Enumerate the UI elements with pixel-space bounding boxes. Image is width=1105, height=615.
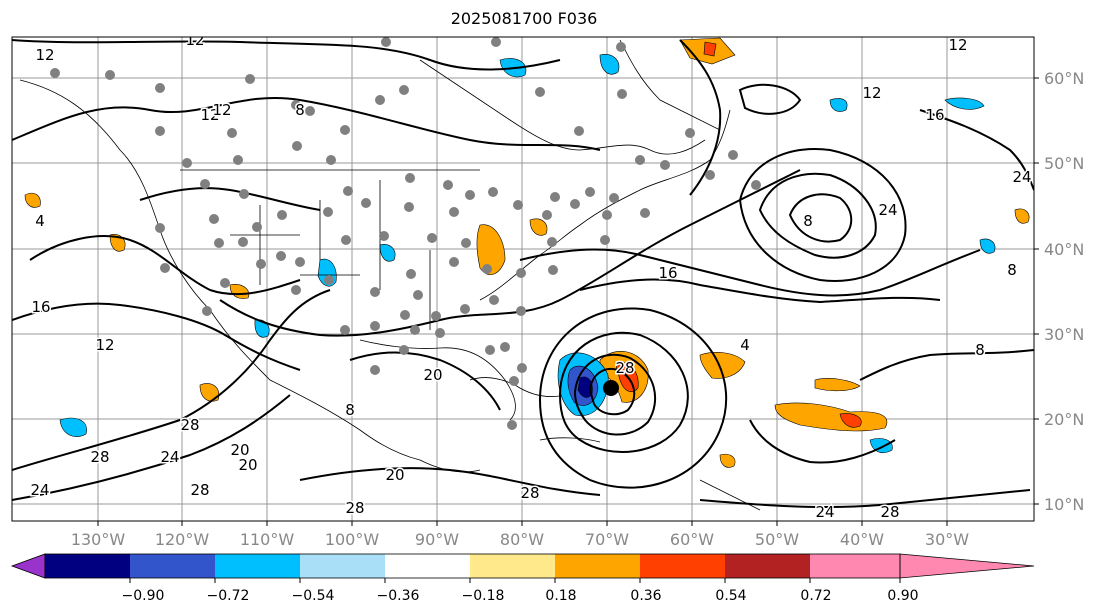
contour-label: 20 [423, 366, 442, 384]
contour-label: 24 [160, 448, 179, 466]
colorbar-ticks [129, 578, 901, 583]
contour-label: 28 [180, 416, 199, 434]
lat-label: 60°N [1044, 69, 1084, 88]
contour-label: 8 [345, 401, 355, 419]
lat-label: 40°N [1044, 240, 1084, 259]
graticule [12, 37, 1034, 521]
contour-label: 4 [35, 212, 45, 230]
colorbar-segment [810, 554, 900, 578]
contour-label: 12 [185, 31, 204, 49]
map-frame [11, 36, 1035, 522]
colorbar-segment [215, 554, 300, 578]
contour-label: 28 [615, 359, 634, 377]
lon-label: 30°W [925, 530, 969, 549]
lon-label: 130°W [71, 530, 126, 549]
contour-label: 8 [803, 212, 813, 230]
contour-label: 12 [95, 336, 114, 354]
contour-label: 28 [520, 484, 539, 502]
colorbar-tick-label: −0.36 [377, 588, 420, 604]
lon-label: 90°W [415, 530, 459, 549]
lon-label: 80°W [500, 530, 544, 549]
lon-label: 110°W [240, 530, 295, 549]
map-title: 2025081700 F036 [450, 9, 598, 28]
colorbar-tick-label: −0.54 [292, 588, 335, 604]
colorbar-tick-label: 0.54 [715, 588, 746, 604]
contour-label: 8 [295, 101, 305, 119]
longitude-labels: 130°W 120°W 110°W 100°W 90°W 80°W 70°W 6… [71, 530, 969, 549]
colorbar-segment [385, 554, 470, 578]
colorbar-tick-label: −0.18 [462, 588, 505, 604]
contour-label: 28 [190, 481, 209, 499]
contour-label: 20 [238, 456, 257, 474]
latitude-labels: 60°N 50°N 40°N 30°N 20°N 10°N [1044, 69, 1084, 514]
lon-label: 60°W [670, 530, 714, 549]
colorbar-tick-label: 0.36 [630, 588, 661, 604]
colorbar-tick-label: 0.72 [800, 588, 831, 604]
colorbar-tick-label: 0.18 [545, 588, 576, 604]
contour-label: 24 [878, 201, 897, 219]
colorbar-segment [300, 554, 385, 578]
contour-label: 16 [658, 264, 677, 282]
lon-label: 40°W [840, 530, 884, 549]
contour-label: 20 [230, 441, 249, 459]
storm-center-marker [603, 380, 619, 396]
lat-label: 50°N [1044, 154, 1084, 173]
contour-label: 16 [925, 106, 944, 124]
contour-label: 28 [880, 503, 899, 521]
axis-ticks [97, 77, 1039, 526]
lat-label: 10°N [1044, 495, 1084, 514]
colorbar-segment [640, 554, 725, 578]
colorbar-tick-label: 0.90 [887, 588, 918, 604]
colorbar: −0.90 −0.72 −0.54 −0.36 −0.18 0.18 0.36 … [10, 553, 1035, 604]
contour-label: 20 [385, 466, 404, 484]
lat-label: 20°N [1044, 410, 1084, 429]
colorbar-segment [130, 554, 215, 578]
contour-label: 12 [200, 106, 219, 124]
colorbar-segment [725, 554, 810, 578]
contour-label: 4 [740, 336, 750, 354]
lon-label: 50°W [755, 530, 799, 549]
contour-label: 28 [90, 448, 109, 466]
colorbar-tick-label: −0.90 [122, 588, 165, 604]
contour-label: 12 [948, 36, 967, 54]
contour-label: 24 [815, 503, 834, 521]
contour-label: 16 [31, 298, 50, 316]
contour-label: 24 [1012, 168, 1031, 186]
colorbar-tick-label: −0.72 [207, 588, 250, 604]
colorbar-segment [470, 554, 555, 578]
contour-label: 12 [212, 101, 231, 119]
contour-label: 28 [345, 499, 364, 517]
colorbar-segment [555, 554, 640, 578]
contour-label: 12 [35, 46, 54, 64]
station-markers [50, 37, 761, 430]
lon-label: 100°W [325, 530, 380, 549]
contour-label: 8 [975, 341, 985, 359]
lon-label: 70°W [585, 530, 629, 549]
height-contours [12, 39, 1034, 509]
lat-label: 30°N [1044, 325, 1084, 344]
contour-label: 24 [30, 481, 49, 499]
contour-label: 8 [1007, 261, 1017, 279]
colorbar-extend-low [10, 553, 46, 579]
lon-label: 120°W [155, 530, 210, 549]
colorbar-extend-high [899, 553, 1035, 579]
colorbar-segment [45, 554, 130, 578]
contour-label: 12 [862, 84, 881, 102]
